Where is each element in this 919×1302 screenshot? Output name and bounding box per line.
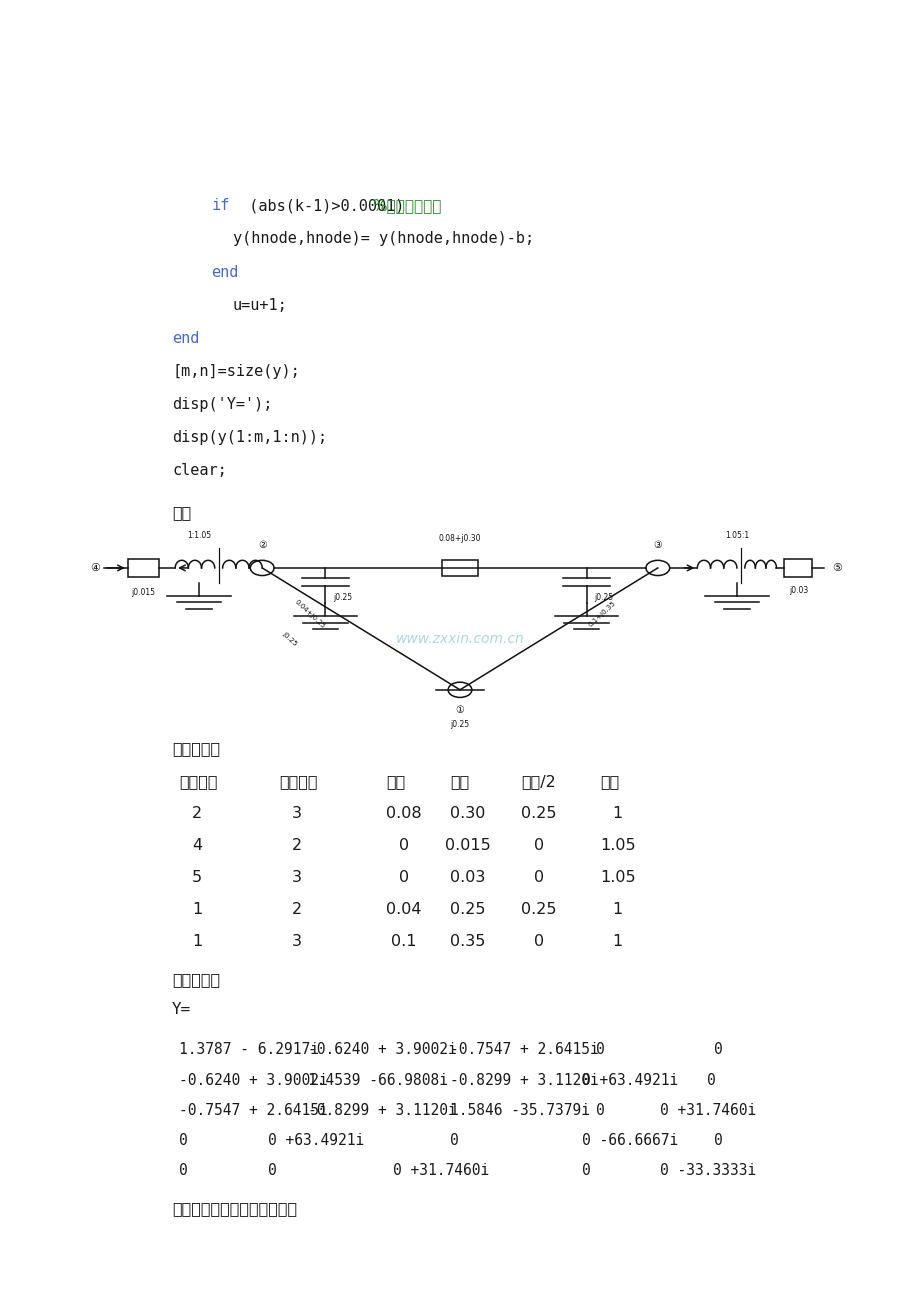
Text: 0 +31.7460i: 0 +31.7460i bbox=[392, 1163, 489, 1178]
Text: 0.015: 0.015 bbox=[445, 838, 490, 853]
Text: j0.25: j0.25 bbox=[333, 594, 352, 603]
Text: 1: 1 bbox=[612, 806, 622, 820]
Text: 4: 4 bbox=[192, 838, 202, 853]
Bar bbox=[784, 559, 811, 577]
Text: 1.3787 - 6.2917i: 1.3787 - 6.2917i bbox=[179, 1043, 319, 1057]
Text: j0.25: j0.25 bbox=[594, 594, 613, 603]
Text: if: if bbox=[211, 198, 229, 214]
Text: 0: 0 bbox=[268, 1163, 277, 1178]
Text: -0.6240 + 3.9002i: -0.6240 + 3.9002i bbox=[179, 1073, 327, 1087]
Text: www.zxxin.com.cn: www.zxxin.com.cn bbox=[395, 631, 524, 646]
Text: 2: 2 bbox=[192, 806, 202, 820]
Text: 0.25: 0.25 bbox=[521, 806, 556, 820]
Text: 0: 0 bbox=[534, 935, 544, 949]
Text: 0.03: 0.03 bbox=[449, 870, 485, 885]
Text: 0: 0 bbox=[596, 1043, 605, 1057]
Text: 0.1+j0.35: 0.1+j0.35 bbox=[587, 600, 617, 628]
Text: 1.05: 1.05 bbox=[599, 838, 635, 853]
Text: j0.03: j0.03 bbox=[789, 586, 808, 595]
Text: ④: ④ bbox=[90, 562, 100, 573]
Text: 1: 1 bbox=[192, 935, 202, 949]
Text: 电抗: 电抗 bbox=[449, 773, 469, 789]
Text: 0: 0 bbox=[398, 870, 408, 885]
Text: 1: 1 bbox=[612, 935, 622, 949]
Text: 1.4539 -66.9808i: 1.4539 -66.9808i bbox=[307, 1073, 447, 1087]
Text: 0.35: 0.35 bbox=[449, 935, 485, 949]
Text: 0: 0 bbox=[534, 870, 544, 885]
Text: end: end bbox=[172, 331, 199, 346]
Text: -0.8299 + 3.1120i: -0.8299 + 3.1120i bbox=[449, 1073, 598, 1087]
Text: 1.05:1: 1.05:1 bbox=[724, 531, 748, 540]
Text: 1.05: 1.05 bbox=[599, 870, 635, 885]
Text: 0.04+j0.25: 0.04+j0.25 bbox=[293, 598, 325, 629]
Text: 5: 5 bbox=[192, 870, 202, 885]
Text: ①: ① bbox=[455, 706, 464, 715]
Bar bbox=[128, 559, 159, 577]
Text: [m,n]=size(y);: [m,n]=size(y); bbox=[172, 363, 300, 379]
Text: 2: 2 bbox=[291, 838, 301, 853]
Text: 输入数据：: 输入数据： bbox=[172, 741, 220, 755]
Text: y(hnode,hnode)= y(hnode,hnode)-b;: y(hnode,hnode)= y(hnode,hnode)-b; bbox=[233, 232, 533, 246]
Text: 电阰: 电阰 bbox=[386, 773, 404, 789]
Text: 0: 0 bbox=[596, 1103, 605, 1117]
Text: 算例: 算例 bbox=[172, 505, 191, 519]
Text: ③: ③ bbox=[652, 540, 662, 551]
Text: 1:1.05: 1:1.05 bbox=[187, 531, 210, 540]
Text: 0.04: 0.04 bbox=[386, 902, 421, 917]
Text: 0.30: 0.30 bbox=[449, 806, 485, 820]
Text: 0.08: 0.08 bbox=[386, 806, 421, 820]
Text: ⑤: ⑤ bbox=[831, 562, 841, 573]
Text: 1: 1 bbox=[192, 902, 202, 917]
Text: disp(y(1:m,1:n));: disp(y(1:m,1:n)); bbox=[172, 430, 327, 445]
Text: 0.08+j0.30: 0.08+j0.30 bbox=[438, 534, 481, 543]
Text: 0 +31.7460i: 0 +31.7460i bbox=[660, 1103, 755, 1117]
Text: 0: 0 bbox=[713, 1133, 722, 1148]
Text: 经手算校验，程序结果准确。: 经手算校验，程序结果准确。 bbox=[172, 1200, 297, 1216]
Text: 1: 1 bbox=[612, 902, 622, 917]
Text: 电纳/2: 电纳/2 bbox=[521, 773, 556, 789]
Text: 0.25: 0.25 bbox=[449, 902, 485, 917]
Text: 0: 0 bbox=[398, 838, 408, 853]
Text: u=u+1;: u=u+1; bbox=[233, 298, 287, 312]
Text: 0.25: 0.25 bbox=[521, 902, 556, 917]
Text: 末端编号: 末端编号 bbox=[278, 773, 317, 789]
Text: 0 +63.4921i: 0 +63.4921i bbox=[582, 1073, 677, 1087]
Text: 0: 0 bbox=[582, 1163, 590, 1178]
Text: 3: 3 bbox=[291, 870, 301, 885]
Text: j0.25: j0.25 bbox=[450, 720, 469, 729]
Text: -0.7547 + 2.6415i: -0.7547 + 2.6415i bbox=[449, 1043, 598, 1057]
Bar bbox=[442, 560, 477, 575]
Text: 0: 0 bbox=[179, 1163, 187, 1178]
Text: 0: 0 bbox=[713, 1043, 722, 1057]
Text: -0.7547 + 2.6415i: -0.7547 + 2.6415i bbox=[179, 1103, 327, 1117]
Text: 3: 3 bbox=[291, 935, 301, 949]
Text: 0: 0 bbox=[179, 1133, 187, 1148]
Text: 变比: 变比 bbox=[599, 773, 618, 789]
Text: 0 -33.3333i: 0 -33.3333i bbox=[660, 1163, 755, 1178]
Text: end: end bbox=[211, 264, 238, 280]
Text: 1.5846 -35.7379i: 1.5846 -35.7379i bbox=[449, 1103, 589, 1117]
Text: disp('Y=');: disp('Y='); bbox=[172, 397, 272, 411]
Text: 首端编号: 首端编号 bbox=[179, 773, 218, 789]
Text: clear;: clear; bbox=[172, 464, 227, 478]
Text: (abs(k-1)>0.0001): (abs(k-1)>0.0001) bbox=[231, 198, 404, 214]
Text: -0.6240 + 3.9002i: -0.6240 + 3.9002i bbox=[307, 1043, 456, 1057]
Text: 0: 0 bbox=[534, 838, 544, 853]
Text: -0.8299 + 3.1120i: -0.8299 + 3.1120i bbox=[307, 1103, 456, 1117]
Text: 0 +63.4921i: 0 +63.4921i bbox=[268, 1133, 364, 1148]
Text: 输出数据：: 输出数据： bbox=[172, 973, 220, 987]
Text: 3: 3 bbox=[291, 806, 301, 820]
Text: 0: 0 bbox=[449, 1133, 459, 1148]
Text: 0: 0 bbox=[706, 1073, 715, 1087]
Text: j0.015: j0.015 bbox=[131, 589, 155, 598]
Text: 0.1: 0.1 bbox=[391, 935, 416, 949]
Text: 2: 2 bbox=[291, 902, 301, 917]
Text: j0.25: j0.25 bbox=[281, 631, 298, 647]
Text: 0 -66.6667i: 0 -66.6667i bbox=[582, 1133, 677, 1148]
Text: %如果为变压器: %如果为变压器 bbox=[371, 198, 440, 214]
Text: Y=: Y= bbox=[172, 1003, 191, 1017]
Text: ②: ② bbox=[257, 540, 267, 551]
